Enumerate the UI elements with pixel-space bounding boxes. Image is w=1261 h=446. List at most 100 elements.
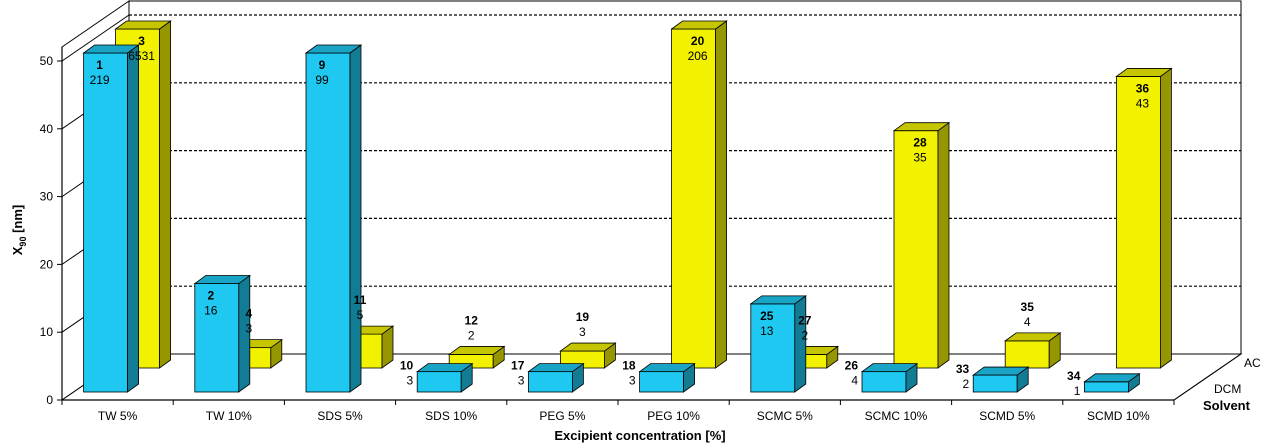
axes-layer: 0 10 20 30 40 50 TW 5% TW 10% SDS 5% SDS 10% PEG 5… [40,47,1242,423]
y-tick-label: 30 [40,190,54,204]
bar-side [349,44,362,393]
data-label-id: 36 [1136,81,1150,95]
data-label-value: 219 [90,73,110,87]
bar-top [971,366,1030,376]
data-label-id: 26 [845,359,859,373]
bar-top [193,275,252,284]
data-label-id: 4 [245,307,252,321]
bar-side [715,20,727,369]
data-label-value: 3 [629,374,636,388]
data-label-value: 3 [518,374,525,388]
y-tick-label: 10 [40,325,54,339]
data-label-value: 1 [1074,384,1081,398]
bar-dcm-9 [1083,373,1141,393]
x-tick-label: TW 5% [98,409,138,423]
data-label-value: 2 [468,328,475,342]
x-tick-label: SDS 5% [317,409,363,423]
bar-front [639,371,684,393]
bar-dcm-8 [971,366,1030,393]
gridline-side [61,14,130,62]
x-tick-label: SCMC 5% [757,409,813,423]
data-label-value: 3 [245,322,252,336]
data-label-id: 28 [913,136,927,150]
data-label-id: 10 [400,359,414,373]
bar-front [1004,340,1050,369]
data-label-value: 16 [204,304,218,318]
depth-axis-title: Solvent [1203,398,1251,413]
bar-dcm-0 [82,44,140,393]
bar-side [794,295,807,393]
data-label-value: 99 [315,73,329,87]
x-tick-label: SCMD 10% [1087,409,1150,423]
data-label-value: 5 [357,308,364,322]
data-label-value: 3 [579,325,586,339]
data-label-id: 18 [622,359,636,373]
bar-side [127,44,140,393]
data-label-value: 3 [407,374,414,388]
data-label-id: 12 [465,313,479,327]
data-label-value: 4 [851,374,858,388]
bar-ac-8 [1003,332,1062,369]
bar-top [559,342,617,352]
x-tick-label: PEG 5% [539,409,585,423]
bar-top [1115,68,1173,77]
bar-dcm-4 [527,362,585,393]
bar-side [1160,67,1172,369]
data-label-value: 43 [1136,96,1150,110]
data-label-id: 19 [576,310,590,324]
bar-top [749,295,808,305]
bar-top [1003,332,1062,342]
x-tick-label: SCMD 5% [979,409,1035,423]
bar-front [861,371,907,393]
data-label-value: 13 [760,324,774,338]
y-tick-label: 20 [40,257,54,271]
bar-dcm-6 [749,295,808,393]
bar-top [527,363,585,373]
data-label-id: 3 [138,34,145,48]
depth-label-ac: AC [1244,356,1261,370]
bar-side [159,20,172,369]
data-label-id: 34 [1067,369,1081,383]
bar-top [82,44,140,54]
bar-top [304,44,363,54]
bar-top [638,363,696,373]
x-tick-label: SDS 10% [425,409,477,423]
bar-top [860,363,919,373]
bar-top [447,346,506,355]
data-label-id: 17 [511,359,525,373]
data-label-id: 27 [798,313,812,327]
y-axis-title: X90 [nm] [10,205,28,255]
bar-top [892,122,951,132]
bar-top [670,20,728,30]
data-label-id: 9 [319,58,326,72]
bar-front [972,374,1018,393]
x-tick-label: SCMC 10% [865,409,928,423]
y-tick-label: 0 [46,393,53,407]
bar-front [416,371,462,393]
data-label-id: 2 [207,289,214,303]
y-tick-label: 50 [40,54,54,68]
bar-front [750,303,796,393]
data-label-value: 206 [688,49,708,63]
x-tick-label: PEG 10% [647,409,700,423]
data-label-value: 2 [963,377,970,391]
bar-front [194,283,240,393]
data-label-id: 20 [691,34,705,48]
bar-dcm-2 [304,44,363,393]
bar-ac-5 [670,20,728,369]
bar-dcm-5 [638,362,696,393]
data-label-value: 6531 [128,49,155,63]
data-label-id: 11 [354,293,367,307]
bar-side [937,121,950,369]
bar-dcm-1 [193,274,252,393]
bar-top [1083,373,1141,383]
data-label-id: 35 [1021,300,1035,314]
depth-axis-line [1173,353,1242,401]
y-tick-label: 40 [40,122,54,136]
data-label-value: 4 [1024,315,1031,329]
data-label-value: 2 [801,328,808,342]
bar-front [671,28,716,369]
bar-front [305,52,351,393]
